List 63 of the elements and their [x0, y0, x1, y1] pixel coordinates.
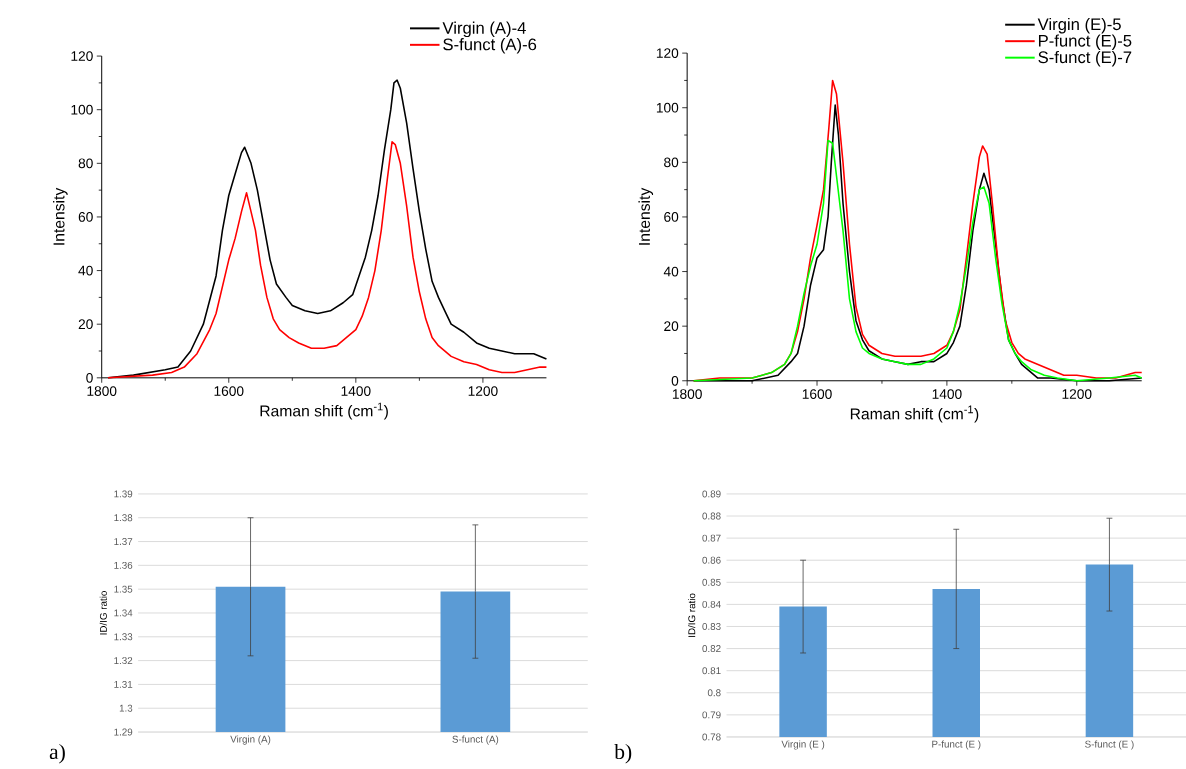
y-tick-label: 120 [656, 48, 679, 58]
y-axis-title: ID/IG ratio [688, 593, 696, 637]
x-tick-label: S-funct (A) [452, 735, 499, 745]
legend-label: Virgin (E)-5 [1037, 17, 1121, 34]
y-tick-label: 1.3 [119, 704, 133, 712]
x-tick-label: Virgin (E ) [781, 740, 825, 750]
x-tick-label: Virgin (A) [230, 735, 271, 745]
y-tick-label: 1.31 [114, 680, 133, 688]
y-tick-label: 1.34 [114, 609, 133, 617]
text: b) [614, 743, 632, 764]
y-tick-label: 40 [663, 266, 679, 277]
x-tick-label: S-funct (E ) [1085, 740, 1134, 750]
y-tick-label: 60 [78, 211, 93, 222]
y-tick-label: 0.78 [702, 733, 721, 741]
y-tick-label: 60 [664, 211, 679, 222]
y-tick-label: 1.37 [114, 537, 133, 545]
legend-label: Virgin (A)-4 [442, 21, 526, 37]
y-axis-title: ID/IG ratio [99, 590, 107, 635]
y-tick-label: 1.35 [114, 585, 133, 593]
y-tick-label: 0.89 [702, 490, 721, 498]
y-tick-label: 0.83 [702, 622, 721, 630]
y-tick-label: 40 [78, 265, 93, 276]
y-axis-title: Intensity [53, 187, 68, 245]
y-tick-label: 1.33 [114, 633, 133, 641]
x-tick-label: 1800 [87, 385, 117, 396]
y-tick-label: 20 [664, 321, 679, 331]
y-tick-label: 0.85 [702, 578, 721, 586]
legend-label: P-funct (E)-5 [1038, 34, 1132, 50]
x-tick-label: 1200 [468, 385, 498, 396]
x-tick-label: 1600 [214, 385, 244, 396]
x-tick-label: 1600 [802, 388, 832, 399]
y-tick-label: 0.79 [702, 711, 721, 719]
y-tick-label: 0.87 [702, 534, 721, 542]
x-axis-title: Raman shift (cm$^{-1}$) [260, 402, 388, 420]
y-tick-label: 100 [71, 104, 93, 115]
legend-label: S-funct (E)-7 [1038, 50, 1132, 67]
x-tick-label: 1800 [672, 388, 702, 399]
y-tick-label: 0.8 [707, 689, 721, 697]
y-tick-label: 0 [86, 372, 93, 383]
legend-label: S-funct (A)-6 [443, 37, 537, 54]
y-tick-label: 1.29 [114, 728, 133, 736]
y-axis-title: Intensity [638, 187, 654, 245]
y-tick-label: 80 [664, 157, 679, 167]
text: a) [49, 743, 65, 764]
y-tick-label: 100 [656, 102, 679, 113]
y-tick-label: 0.86 [702, 556, 721, 564]
x-tick-label: P-funct (E ) [932, 740, 981, 750]
y-tick-label: 1.36 [114, 561, 133, 569]
x-tick-label: 1200 [1062, 388, 1092, 399]
y-tick-label: 0 [671, 375, 679, 386]
y-tick-label: 0.84 [702, 600, 721, 608]
y-tick-label: 1.32 [114, 656, 133, 664]
y-tick-label: 1.39 [114, 490, 133, 498]
y-tick-label: 0.81 [702, 667, 721, 674]
y-tick-label: 0.82 [702, 644, 721, 652]
y-tick-label: 20 [78, 319, 93, 329]
x-tick-label: 1400 [341, 385, 371, 396]
y-tick-label: 1.38 [114, 514, 133, 521]
y-tick-label: 80 [78, 158, 93, 168]
y-tick-label: 0.88 [702, 512, 721, 520]
x-axis-title: Raman shift (cm$^{-1}$) [850, 405, 979, 423]
x-tick-label: 1400 [932, 388, 962, 399]
y-tick-label: 120 [71, 51, 93, 61]
